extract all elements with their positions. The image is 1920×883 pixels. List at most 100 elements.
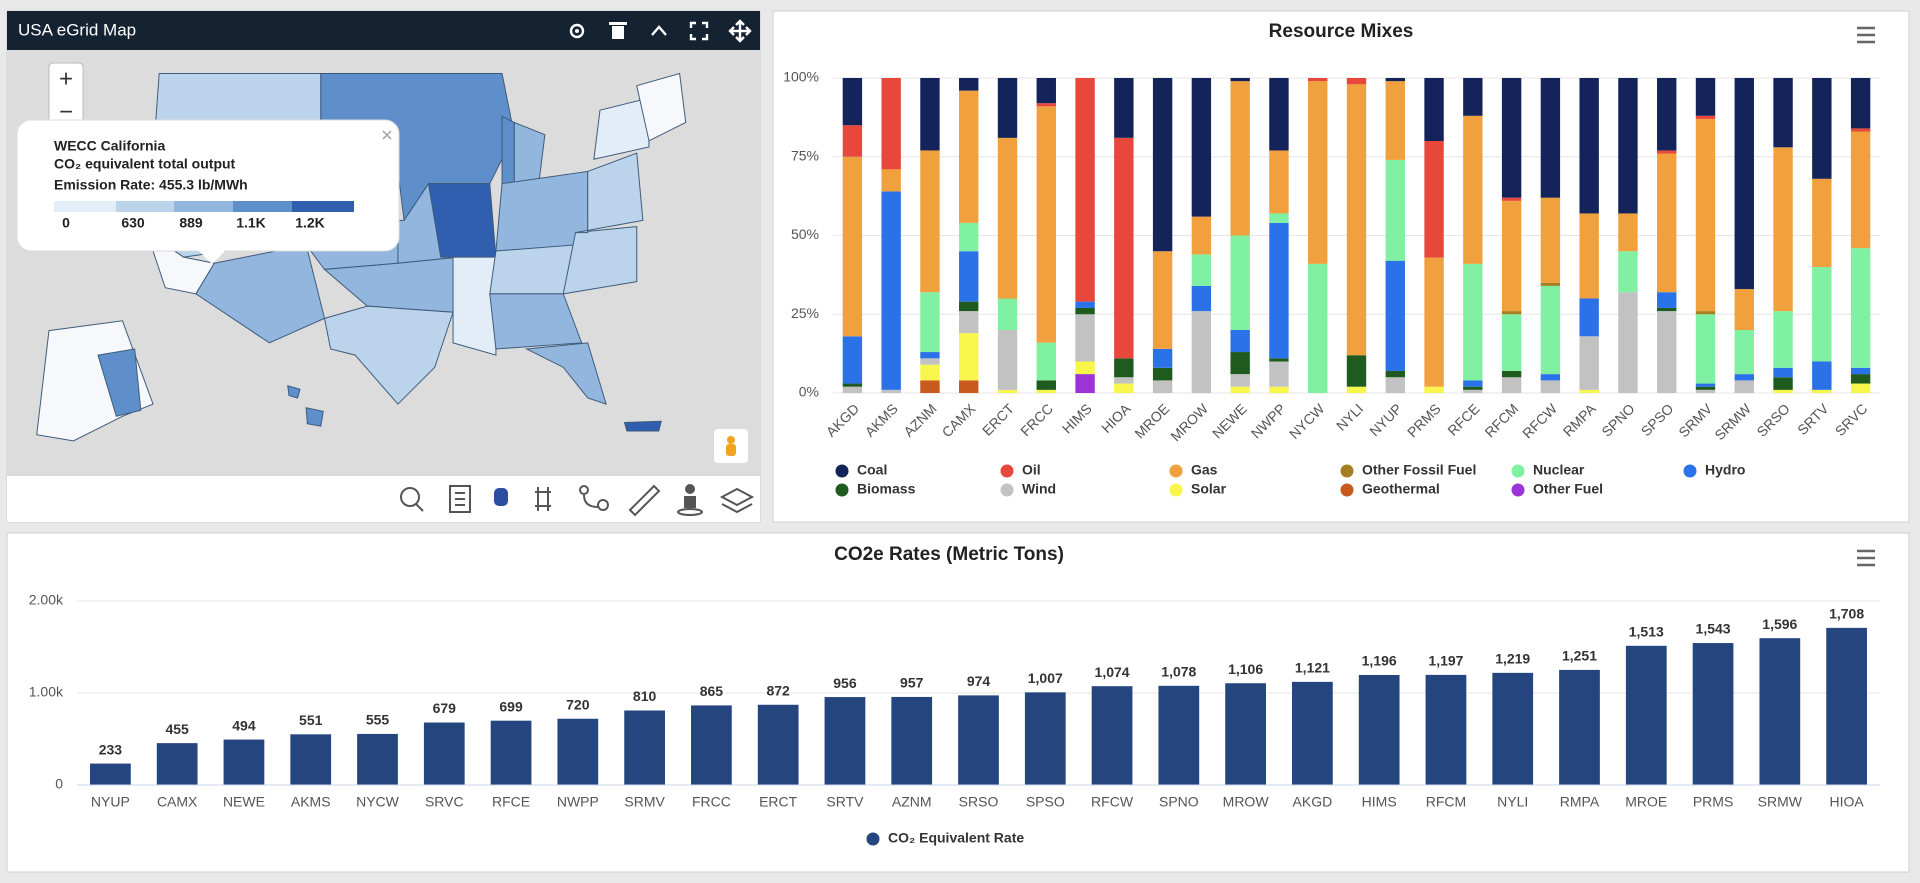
bar-segment bbox=[1695, 118, 1716, 312]
search-tool[interactable] bbox=[400, 487, 424, 512]
bar-segment bbox=[1850, 383, 1871, 393]
x-tick-label: SPSO bbox=[1026, 794, 1065, 810]
legend-item[interactable]: Other Fuel bbox=[1511, 481, 1604, 497]
value-label: 957 bbox=[900, 675, 924, 691]
bar-segment bbox=[920, 150, 940, 293]
region[interactable] bbox=[323, 305, 454, 405]
delete-button[interactable] bbox=[609, 22, 627, 39]
scale-label: 889 bbox=[179, 215, 203, 231]
layers-tool[interactable] bbox=[719, 487, 755, 514]
bar-segment bbox=[1579, 298, 1599, 337]
region[interactable] bbox=[593, 97, 650, 160]
bar-segment bbox=[1152, 367, 1173, 381]
bar-segment bbox=[1424, 78, 1444, 141]
bar-segment bbox=[1269, 78, 1289, 151]
legend-item[interactable]: Gas bbox=[1169, 462, 1218, 478]
y-tick-label: 2.00k bbox=[29, 592, 64, 608]
legend-item[interactable]: CO₂ Equivalent Rate bbox=[866, 830, 1025, 846]
scale-swatch bbox=[54, 201, 116, 212]
legend-item[interactable]: Biomass bbox=[835, 481, 916, 497]
settings-button[interactable] bbox=[569, 23, 585, 39]
bar-segment bbox=[1036, 78, 1056, 104]
legend-label: Gas bbox=[1191, 462, 1218, 478]
legend-item[interactable]: Other Fossil Fuel bbox=[1340, 462, 1477, 478]
zoom-out[interactable]: − bbox=[59, 98, 73, 125]
popup: WECC California CO₂ equivalent total out… bbox=[16, 119, 400, 264]
bar-segment bbox=[1501, 311, 1522, 315]
bar-segment bbox=[842, 125, 863, 157]
measure-tool[interactable] bbox=[628, 484, 661, 517]
region[interactable] bbox=[562, 225, 638, 295]
bar-segment bbox=[1579, 389, 1599, 393]
bar bbox=[1492, 672, 1534, 785]
bar-segment bbox=[1152, 251, 1173, 349]
bar-segment bbox=[1269, 358, 1289, 362]
region[interactable] bbox=[575, 152, 644, 234]
legend-item[interactable]: Solar bbox=[1169, 481, 1227, 497]
x-tick-label: AKMS bbox=[291, 794, 331, 810]
scale-swatch bbox=[233, 201, 292, 212]
list-tool[interactable] bbox=[449, 485, 471, 513]
toolbar-icons bbox=[400, 484, 755, 517]
legend-marker bbox=[1511, 483, 1525, 497]
bar-segment bbox=[1695, 311, 1716, 315]
bar-segment bbox=[1618, 78, 1638, 214]
region[interactable] bbox=[97, 348, 142, 417]
legend-marker bbox=[1000, 464, 1014, 478]
bar-segment bbox=[959, 301, 979, 312]
pan-tool[interactable] bbox=[494, 487, 551, 511]
bar-segment bbox=[1618, 292, 1638, 393]
fullscreen-button[interactable] bbox=[689, 21, 709, 41]
bar-segment bbox=[920, 352, 940, 359]
bar-segment bbox=[1346, 386, 1367, 393]
bar-segment bbox=[1773, 311, 1793, 368]
region[interactable] bbox=[636, 72, 687, 142]
x-tick-label: NYCW bbox=[356, 794, 400, 810]
y-tick-label: 100% bbox=[783, 69, 819, 85]
y-tick-label: 0% bbox=[799, 384, 819, 400]
popup-rate: Emission Rate: 455.3 lb/MWh bbox=[54, 177, 248, 193]
bar-segment bbox=[959, 380, 979, 393]
legend-item[interactable]: Geothermal bbox=[1340, 481, 1440, 497]
collapse-button[interactable] bbox=[651, 25, 667, 36]
chart-menu[interactable] bbox=[1857, 26, 1875, 44]
bar-segment bbox=[1773, 78, 1793, 148]
legend-label: Wind bbox=[1022, 481, 1056, 497]
region[interactable] bbox=[524, 342, 607, 405]
legend-item[interactable]: Wind bbox=[1000, 481, 1057, 497]
region[interactable] bbox=[427, 183, 497, 258]
move-button[interactable] bbox=[728, 19, 752, 43]
bar bbox=[490, 720, 532, 785]
bar-segment bbox=[1695, 383, 1716, 387]
legend-item[interactable]: Oil bbox=[1000, 462, 1041, 478]
popup-close[interactable] bbox=[382, 130, 392, 140]
value-label: 1,007 bbox=[1028, 670, 1063, 686]
region[interactable] bbox=[489, 244, 577, 295]
region[interactable] bbox=[623, 420, 662, 432]
pegman[interactable] bbox=[714, 429, 748, 463]
x-tick-label: MROE bbox=[1625, 794, 1667, 810]
bar-segment bbox=[1269, 361, 1289, 387]
bar-segment bbox=[1850, 367, 1871, 375]
zoom-in[interactable]: + bbox=[59, 65, 73, 92]
route-tool[interactable] bbox=[579, 485, 609, 511]
value-label: 865 bbox=[700, 683, 724, 699]
region[interactable] bbox=[452, 256, 497, 356]
x-tick-label: SPNO bbox=[1159, 794, 1199, 810]
value-label: 1,078 bbox=[1161, 664, 1196, 680]
x-tick-label: SRTV bbox=[826, 794, 864, 810]
region[interactable] bbox=[287, 385, 301, 399]
region[interactable] bbox=[305, 407, 324, 427]
chart-menu[interactable] bbox=[1857, 549, 1875, 567]
legend-item[interactable]: Coal bbox=[835, 462, 888, 478]
value-label: 555 bbox=[366, 712, 390, 728]
bar-segment bbox=[959, 311, 979, 334]
bar-segment bbox=[920, 358, 940, 365]
legend-item[interactable]: Hydro bbox=[1683, 462, 1746, 478]
bar-segment bbox=[1501, 197, 1522, 201]
bar-segment bbox=[1695, 78, 1716, 116]
region[interactable] bbox=[489, 293, 583, 350]
bar-segment bbox=[1075, 314, 1095, 362]
legend-item[interactable]: Nuclear bbox=[1511, 462, 1585, 478]
streetview-tool[interactable] bbox=[677, 484, 703, 516]
